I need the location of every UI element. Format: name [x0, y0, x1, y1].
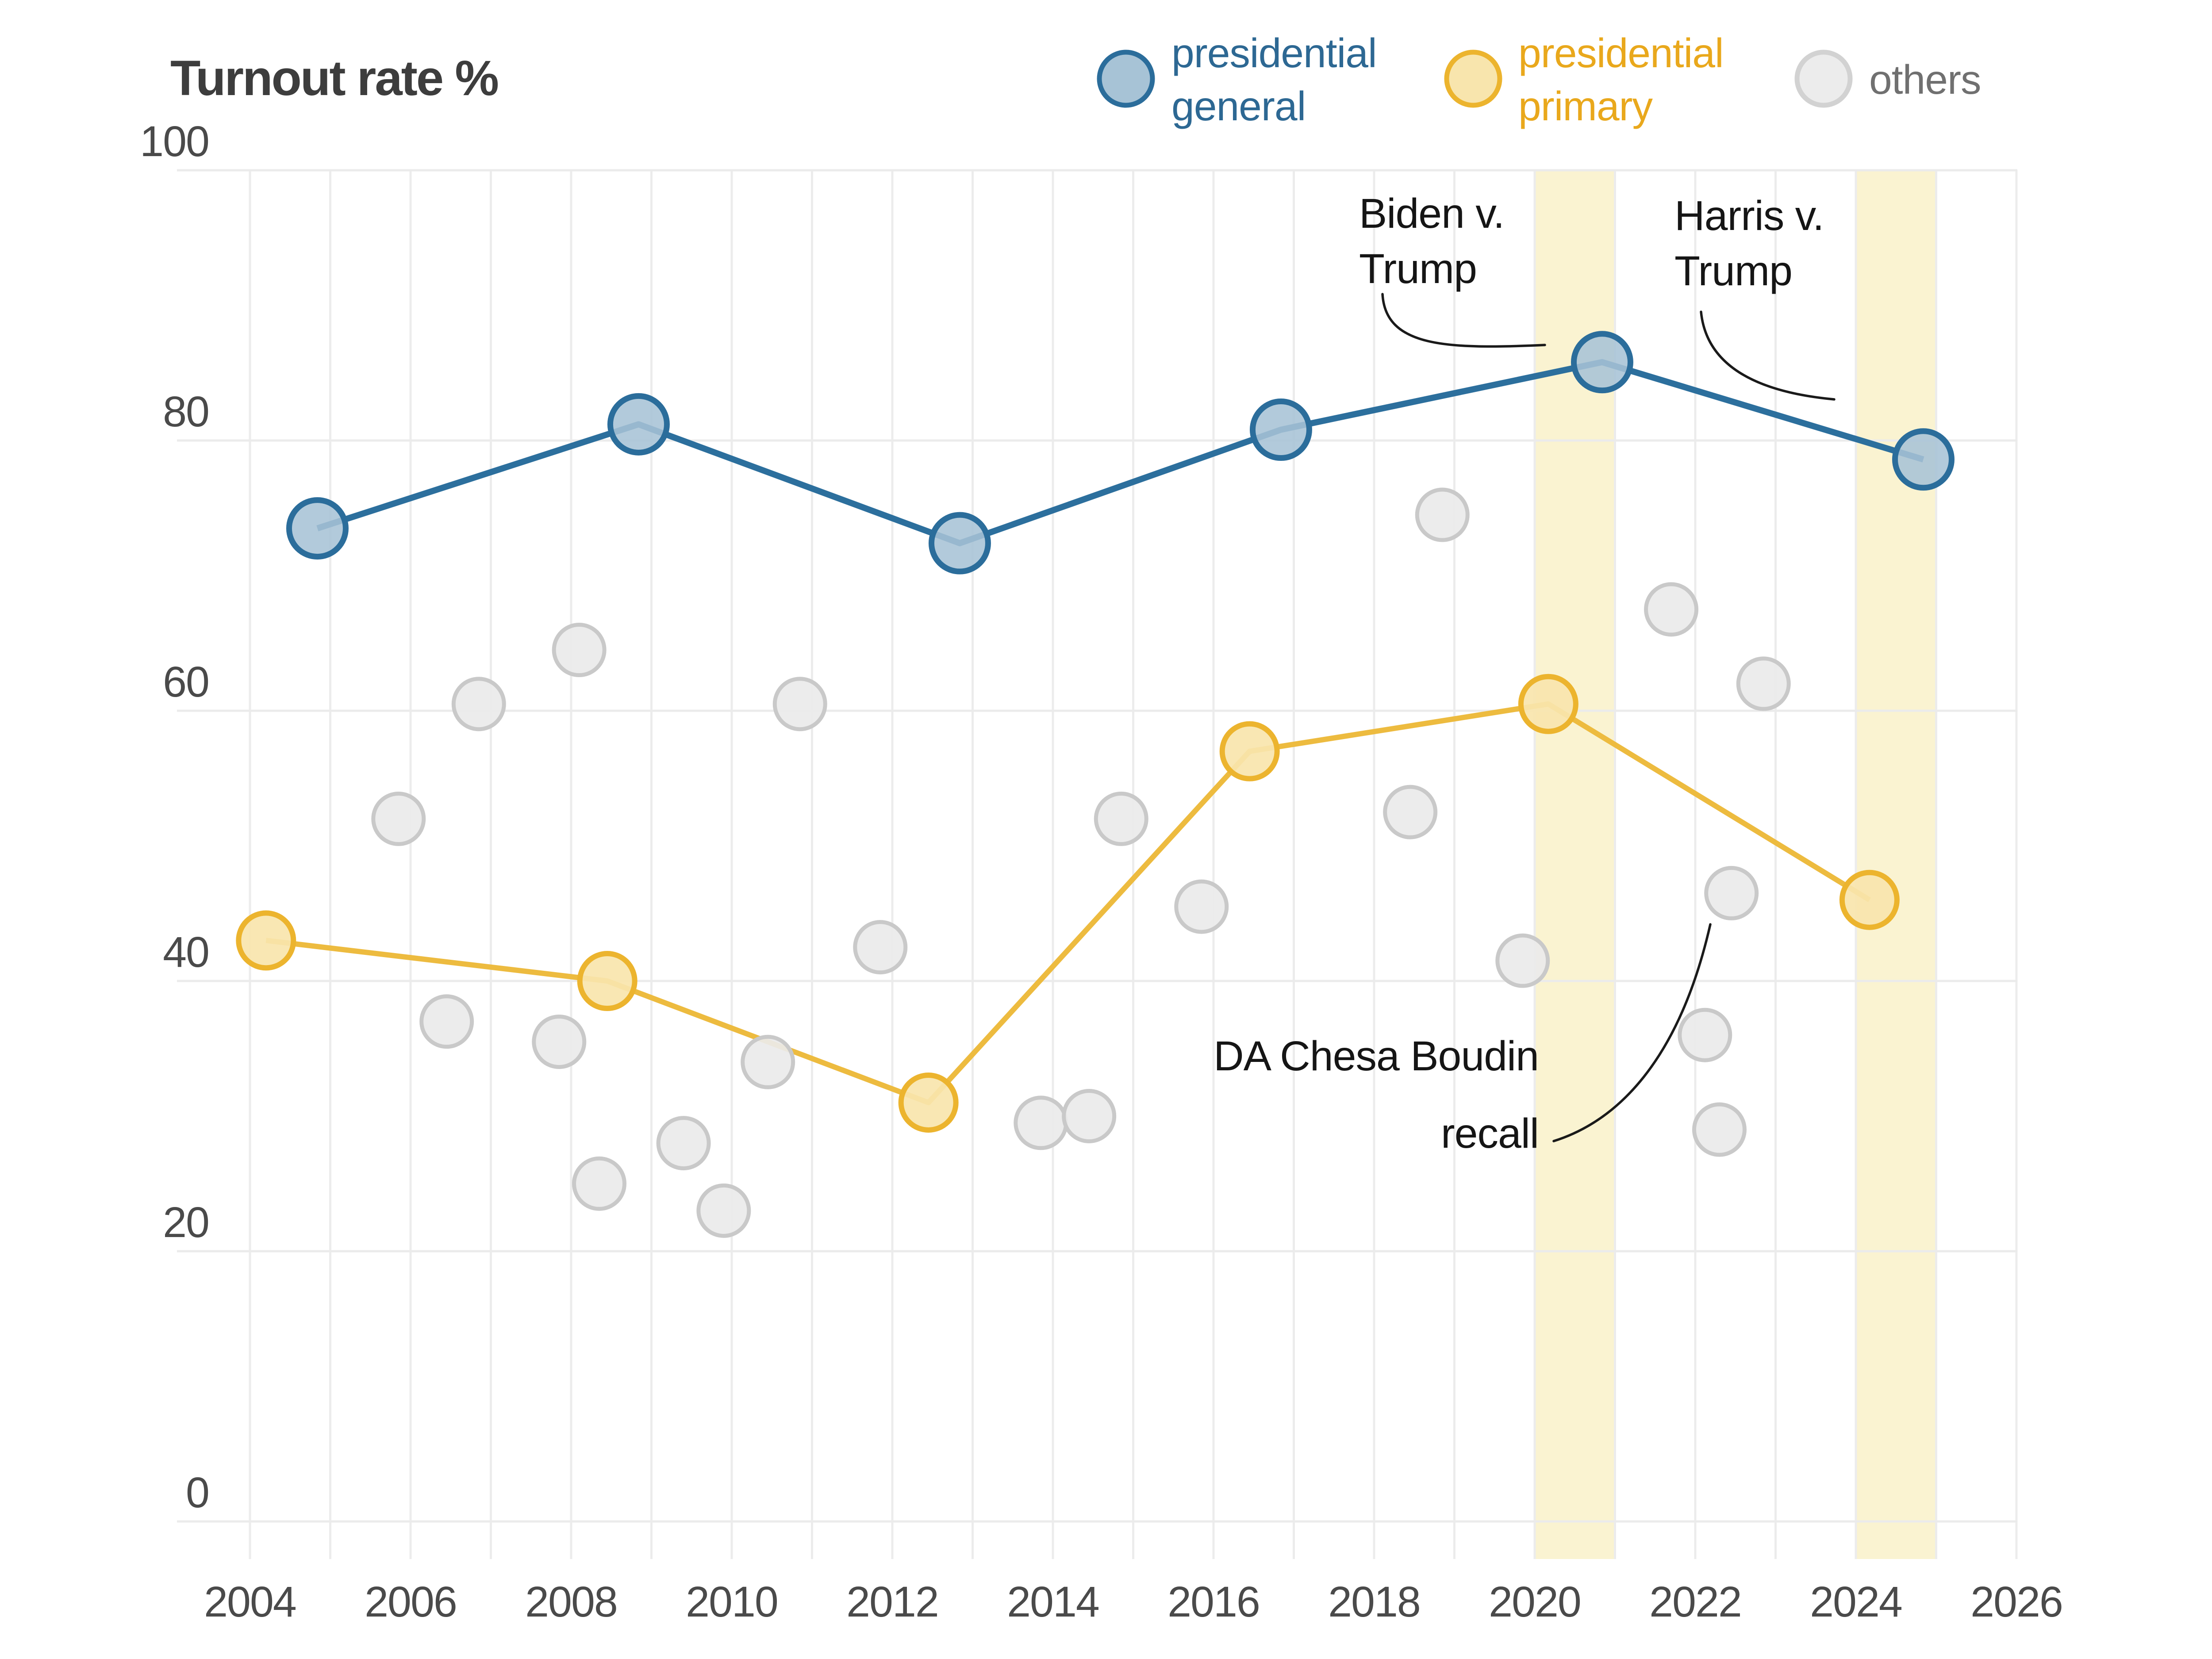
data-point-presidential-primary: [577, 951, 637, 1011]
legend: presidential general presidential primar…: [1097, 30, 1981, 129]
series-line-presidential-general: [316, 359, 1924, 547]
legend-item-presidential-general: presidential general: [1097, 30, 1377, 129]
chart-title: Turnout rate %: [170, 50, 498, 106]
y-axis-label: 20: [163, 1198, 209, 1246]
data-point-presidential-general: [1249, 398, 1312, 461]
data-point-others: [572, 1156, 627, 1211]
x-axis-label: 2016: [1167, 1578, 1260, 1626]
x-axis-label: 2018: [1328, 1578, 1420, 1626]
data-point-others: [1495, 933, 1550, 988]
y-axis-label: 60: [163, 658, 209, 706]
annotation-label: DA Chesa Boudin: [1214, 1033, 1539, 1080]
data-point-others: [1383, 785, 1438, 839]
data-point-others: [532, 1014, 587, 1069]
data-point-others: [1014, 1096, 1068, 1150]
data-point-others: [656, 1116, 711, 1171]
data-point-others: [741, 1034, 795, 1089]
legend-marker-others: [1794, 50, 1853, 108]
legend-label-presidential-general-line2: general: [1171, 83, 1306, 129]
x-axis-label: 2004: [204, 1578, 296, 1626]
data-point-others: [853, 920, 908, 975]
legend-label-presidential-general-line1: presidential: [1171, 30, 1377, 76]
y-axis-label: 100: [140, 117, 209, 165]
x-axis-label: 2014: [1007, 1578, 1099, 1626]
x-axis-label: 2024: [1810, 1578, 1902, 1626]
data-point-others: [1678, 1008, 1732, 1062]
data-point-others: [696, 1183, 751, 1238]
data-point-others: [371, 791, 426, 846]
highlight-band: [1535, 170, 1615, 1559]
legend-label-others: others: [1869, 57, 1981, 103]
x-axis-label: 2022: [1649, 1578, 1741, 1626]
highlight-band: [1856, 170, 1936, 1559]
data-point-others: [1692, 1102, 1747, 1157]
annotation-label: Trump: [1359, 245, 1477, 292]
x-axis-label: 2008: [525, 1578, 617, 1626]
legend-item-presidential-primary: presidential primary: [1444, 30, 1724, 129]
data-point-others: [1062, 1089, 1117, 1143]
y-axis-label: 0: [186, 1468, 209, 1517]
data-points: [236, 331, 1955, 1238]
legend-marker-presidential-primary: [1444, 50, 1502, 108]
data-point-presidential-primary: [898, 1072, 959, 1133]
annotation-pointer-curve: [1552, 923, 1712, 1142]
data-point-others: [451, 677, 506, 732]
y-axis-label: 80: [163, 387, 209, 436]
data-point-others: [1094, 791, 1148, 846]
legend-item-others: others: [1794, 50, 1981, 108]
legend-label-presidential-primary-line1: presidential: [1518, 30, 1724, 76]
annotation-label: Trump: [1674, 248, 1792, 295]
annotation-labels: Biden v. Trump Harris v. Trump DA Chesa Boud…: [1214, 190, 1824, 1157]
x-axis-label: 2010: [686, 1578, 778, 1626]
annotation-pointer-curve: [1700, 310, 1836, 401]
gridlines: [177, 169, 2018, 1559]
data-point-presidential-primary: [1518, 674, 1578, 734]
annotation-label: Biden v.: [1359, 190, 1504, 237]
x-axis-label: 2006: [365, 1578, 457, 1626]
annotation-curves: [1381, 293, 1836, 1142]
data-point-presidential-primary: [236, 910, 296, 971]
data-point-others: [1736, 656, 1791, 711]
series-line-presidential-primary: [265, 701, 1871, 1105]
data-point-others: [772, 677, 827, 732]
x-axis-label: 2020: [1489, 1578, 1581, 1626]
data-point-presidential-primary: [1839, 870, 1900, 930]
highlight-bands: [1535, 170, 1936, 1559]
annotation-pointer-curve: [1381, 293, 1546, 348]
data-point-others: [552, 623, 607, 678]
data-point-others: [1415, 487, 1470, 542]
data-point-presidential-general: [1892, 428, 1955, 491]
data-point-others: [1644, 582, 1699, 637]
legend-label-presidential-primary-line2: primary: [1518, 83, 1653, 129]
axis-tick-labels: 0 20 40 60 80 100 2004 2006 2008 2010 2012 2014 2016…: [140, 117, 2063, 1626]
data-point-presidential-general: [607, 393, 670, 456]
data-point-others: [419, 994, 474, 1049]
series-lines: [265, 359, 1924, 1105]
data-point-others: [1174, 879, 1229, 934]
data-point-presidential-general: [928, 512, 991, 575]
data-point-presidential-primary: [1219, 721, 1280, 782]
x-axis-label: 2026: [1970, 1578, 2062, 1626]
annotation-label: recall: [1441, 1110, 1539, 1157]
y-axis-label: 40: [163, 928, 209, 976]
data-point-presidential-general: [1571, 331, 1633, 394]
legend-marker-presidential-general: [1097, 50, 1155, 108]
data-point-others: [1704, 866, 1759, 920]
x-axis-label: 2012: [846, 1578, 938, 1626]
data-point-presidential-general: [286, 497, 349, 560]
annotation-label: Harris v.: [1674, 192, 1824, 239]
